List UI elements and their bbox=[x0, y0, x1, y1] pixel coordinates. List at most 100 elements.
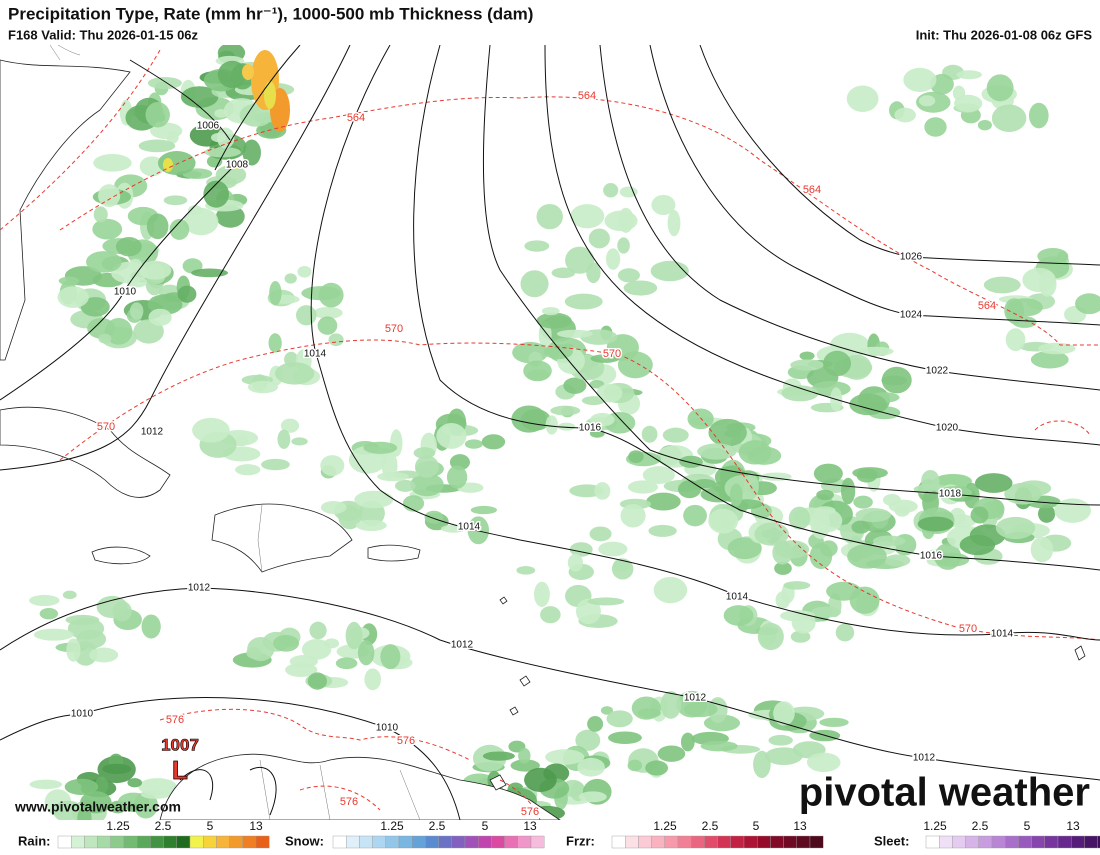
precip-blob bbox=[810, 508, 843, 533]
legend-swatch bbox=[438, 835, 453, 849]
precip-blob bbox=[95, 776, 109, 795]
precip-blob bbox=[888, 499, 918, 514]
precip-blob bbox=[754, 522, 789, 546]
thickness-label: 576 bbox=[521, 806, 539, 818]
thickness-label: 570 bbox=[959, 623, 977, 635]
precip-blob bbox=[983, 276, 1021, 294]
precip-blob bbox=[169, 218, 190, 240]
precip-blob bbox=[1030, 536, 1054, 563]
thickness-label: 576 bbox=[397, 735, 415, 747]
isobar-label: 1012 bbox=[451, 640, 474, 651]
precip-blob bbox=[280, 418, 300, 433]
legend-name: Sleet: bbox=[874, 833, 909, 848]
precip-blob bbox=[697, 443, 737, 460]
legend-swatch bbox=[385, 835, 400, 849]
precip-blob bbox=[524, 240, 550, 252]
precip-blob bbox=[557, 422, 576, 431]
precip-blob bbox=[783, 581, 811, 590]
precip-blob bbox=[511, 405, 547, 433]
legend-tick: 2.5 bbox=[155, 819, 172, 833]
precip-blob bbox=[268, 333, 282, 353]
legend-swatch bbox=[229, 835, 244, 849]
legend-tick: 1.25 bbox=[923, 819, 947, 833]
precip-blob bbox=[482, 751, 515, 761]
precip-blob bbox=[855, 508, 892, 523]
legend-swatch bbox=[1044, 835, 1059, 849]
legend-swatch bbox=[717, 835, 731, 849]
precip-blob bbox=[921, 469, 940, 492]
precip-blob bbox=[679, 455, 703, 468]
precip-heavy bbox=[242, 64, 254, 80]
isobar bbox=[214, 44, 301, 171]
precip-blob bbox=[139, 260, 172, 280]
isobar-label: 1016 bbox=[579, 423, 602, 434]
precip-blob bbox=[1028, 102, 1049, 129]
precip-blob bbox=[65, 614, 100, 626]
precip-blob bbox=[53, 800, 84, 823]
thickness-line bbox=[1034, 420, 1091, 436]
cuba bbox=[0, 406, 171, 498]
isobar-label: 1012 bbox=[188, 583, 211, 594]
legend-tick: 2.5 bbox=[972, 819, 989, 833]
legend-swatch bbox=[372, 835, 387, 849]
precip-blob bbox=[39, 607, 59, 620]
precip-blob bbox=[678, 480, 702, 499]
precip-blob bbox=[600, 706, 614, 715]
isobar-label: 1018 bbox=[939, 489, 962, 500]
legend-tick: 1.25 bbox=[653, 819, 677, 833]
precip-blob bbox=[98, 333, 112, 344]
legend-tick: 1.25 bbox=[380, 819, 404, 833]
legend-swatch bbox=[491, 835, 505, 849]
legend-swatch bbox=[255, 835, 270, 849]
precip-blob bbox=[575, 729, 601, 751]
isobar bbox=[0, 159, 241, 401]
precip-blob bbox=[247, 636, 275, 662]
puerto-rico bbox=[367, 544, 421, 562]
precip-blob bbox=[540, 606, 561, 624]
legend-swatch bbox=[189, 835, 204, 849]
precip-blob bbox=[261, 458, 290, 471]
legend-tick: 13 bbox=[793, 819, 807, 833]
precip-blob bbox=[884, 554, 911, 567]
precip-blob bbox=[881, 366, 912, 394]
precip-blob bbox=[424, 510, 444, 524]
legend-swatch bbox=[123, 835, 138, 849]
isobar-label: 1016 bbox=[920, 551, 943, 562]
precip-blob bbox=[126, 803, 142, 813]
precip-blob bbox=[313, 306, 343, 319]
legend-swatch bbox=[1018, 835, 1032, 849]
precip-blob bbox=[274, 362, 315, 385]
legend-swatch bbox=[57, 835, 72, 849]
legend-tick: 13 bbox=[249, 819, 263, 833]
precip-blob bbox=[646, 492, 681, 511]
title: Precipitation Type, Rate (mm hr⁻¹), 1000… bbox=[8, 4, 533, 23]
precip-blob bbox=[772, 540, 793, 565]
thickness-line bbox=[59, 339, 1100, 641]
legend-swatch bbox=[625, 835, 639, 849]
precip-blob bbox=[481, 434, 506, 450]
precip-blob bbox=[641, 425, 658, 443]
precip-blob bbox=[847, 544, 887, 569]
hispaniola bbox=[211, 503, 353, 573]
precip-blob bbox=[657, 745, 686, 762]
thickness-label: 570 bbox=[385, 323, 403, 335]
precip-blob bbox=[545, 749, 585, 765]
precip-blob bbox=[757, 622, 784, 651]
legend-tick: 5 bbox=[753, 819, 760, 833]
legend-swatch bbox=[978, 835, 993, 849]
precip-blob bbox=[147, 76, 182, 90]
precip-blob bbox=[790, 359, 824, 371]
precip-blob bbox=[317, 316, 338, 335]
precip-blob bbox=[604, 210, 638, 232]
legend-swatch bbox=[691, 835, 705, 849]
precip-blob bbox=[524, 767, 557, 792]
precip-blob bbox=[684, 701, 718, 718]
precip-blob bbox=[180, 86, 219, 108]
precip-blob bbox=[215, 165, 247, 185]
precip-blob bbox=[381, 451, 398, 480]
islands bbox=[489, 596, 1086, 791]
precip-blob bbox=[192, 417, 230, 443]
precip-blob bbox=[799, 351, 815, 361]
precip-blob bbox=[115, 236, 142, 257]
